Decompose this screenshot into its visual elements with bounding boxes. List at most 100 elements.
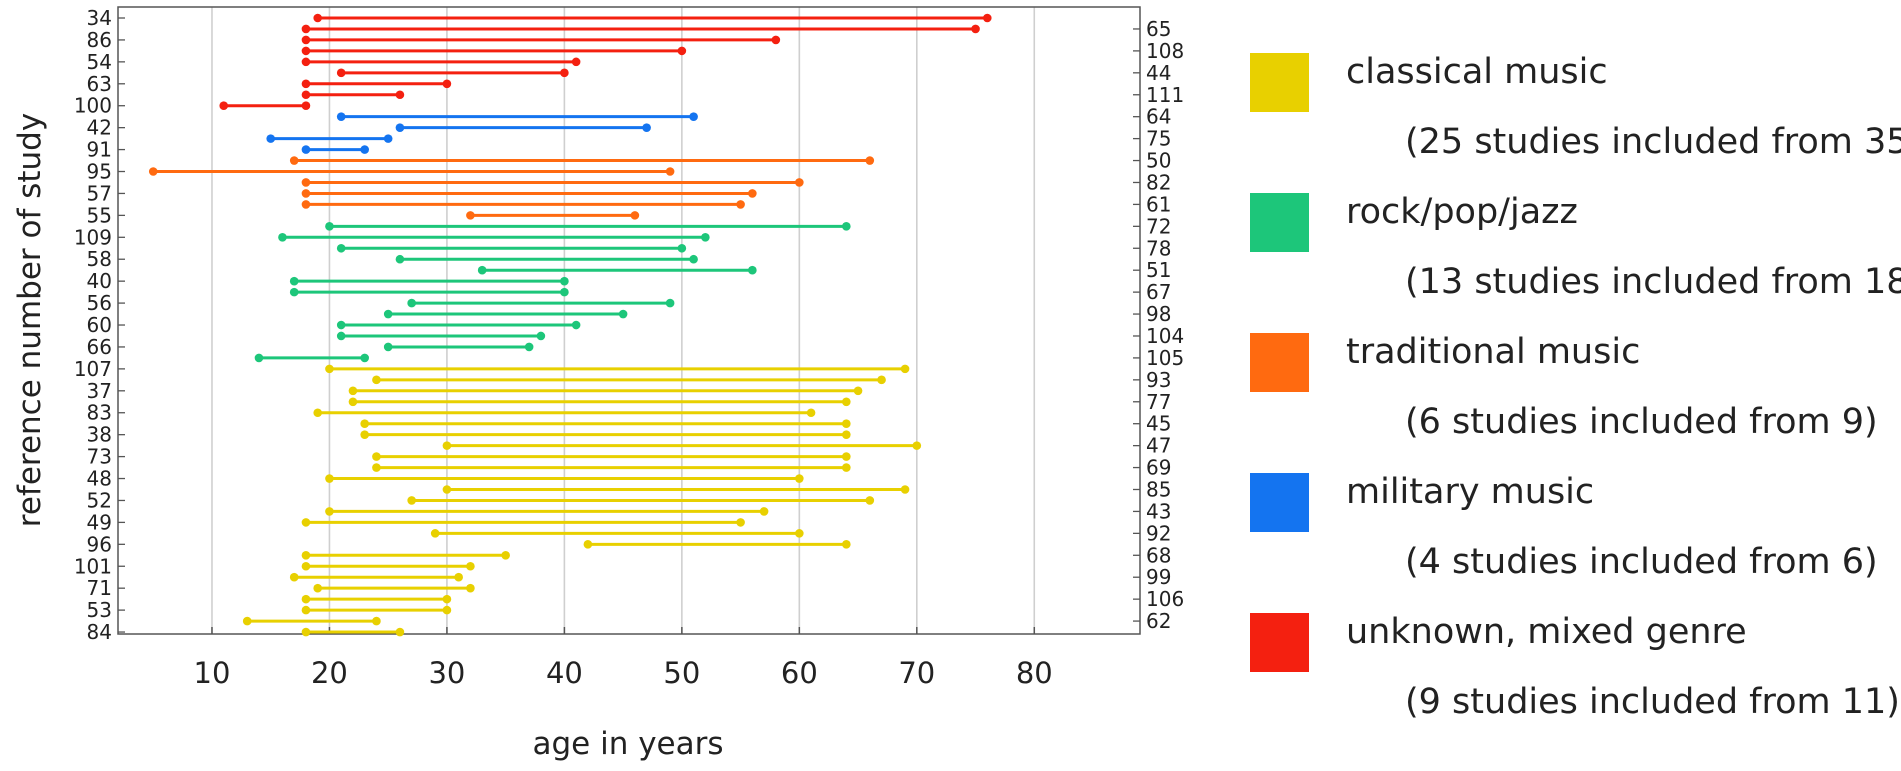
y-tick-label-61: 61 <box>1146 192 1171 216</box>
y-tick-label-91: 91 <box>87 138 112 162</box>
max-age-dot <box>372 616 381 626</box>
min-age-dot <box>301 79 311 89</box>
min-age-dot <box>313 13 323 23</box>
study-range-57 <box>301 189 757 198</box>
y-tick-label-64: 64 <box>1146 105 1171 129</box>
x-tick-label: 10 <box>194 656 231 690</box>
y-tick-label-92: 92 <box>1146 521 1171 545</box>
min-age-dot <box>266 134 276 143</box>
study-range-50 <box>289 156 875 165</box>
study-range-91 <box>301 145 369 154</box>
min-age-dot <box>289 156 299 165</box>
max-age-dot <box>360 353 369 363</box>
legend-count-military: (4 studies included from 6) <box>1405 542 1878 582</box>
y-tick-label-49: 49 <box>87 510 112 534</box>
min-age-dot <box>407 496 416 505</box>
y-tick-label-63: 63 <box>87 72 112 96</box>
legend-item-military: military music (4 studies included from … <box>1250 468 1890 608</box>
min-age-dot <box>348 386 358 396</box>
y-tick-label-54: 54 <box>87 50 112 74</box>
y-tick-labels: 34 65 86 108 54 44 63 111 100 64 42 75 91 50 95 82 57 61 5… <box>74 6 1184 644</box>
min-age-dot <box>278 233 287 242</box>
max-age-dot <box>501 550 510 560</box>
min-age-dot <box>148 167 158 176</box>
y-tick-label-43: 43 <box>1146 499 1171 523</box>
max-age-dot <box>842 463 851 472</box>
study-range-71 <box>313 583 475 593</box>
max-age-dot <box>395 627 405 637</box>
study-range-83 <box>313 408 816 418</box>
study-range-40 <box>289 276 569 286</box>
legend-swatch-unknown <box>1250 613 1309 672</box>
study-range-37 <box>348 386 863 396</box>
study-range-48 <box>325 474 804 483</box>
y-tick-label-42: 42 <box>87 116 112 140</box>
max-age-dot <box>912 441 922 450</box>
legend-item-unknown: unknown, mixed genre (9 studies included… <box>1250 608 1900 748</box>
y-tick-label-98: 98 <box>1146 302 1171 326</box>
y-tick-label-58: 58 <box>87 247 112 271</box>
study-range-93 <box>372 375 886 385</box>
max-age-dot <box>466 561 475 571</box>
max-age-dot <box>842 430 851 439</box>
max-age-dot <box>842 419 851 429</box>
y-tick-label-99: 99 <box>1146 565 1171 589</box>
max-age-dot <box>571 57 581 67</box>
min-age-dot <box>372 375 381 385</box>
max-age-dot <box>560 68 569 78</box>
legend-swatch-rock <box>1250 193 1309 252</box>
study-range-78 <box>336 243 687 253</box>
max-age-dot <box>466 583 475 593</box>
min-age-dot <box>301 57 311 67</box>
min-age-dot <box>289 287 299 297</box>
y-tick-label-62: 62 <box>1146 609 1171 633</box>
y-tick-label-78: 78 <box>1146 236 1171 260</box>
max-age-dot <box>982 13 992 23</box>
min-age-dot <box>301 46 311 56</box>
max-age-dot <box>442 594 452 604</box>
legend-count-rock: (13 studies included from 18) <box>1405 262 1901 302</box>
study-range-63 <box>301 79 452 89</box>
min-age-dot <box>325 507 334 516</box>
x-tick-label: 70 <box>898 656 935 690</box>
max-age-dot <box>618 309 628 319</box>
study-range-101 <box>301 561 475 571</box>
study-range-104 <box>336 331 546 341</box>
max-age-dot <box>689 254 698 264</box>
y-tick-label-84: 84 <box>87 620 112 644</box>
study-range-42 <box>395 123 651 132</box>
min-age-dot <box>301 145 311 154</box>
legend-swatch-traditional <box>1250 333 1309 392</box>
max-age-dot <box>748 265 757 275</box>
x-tick-label: 80 <box>1016 656 1053 690</box>
min-age-dot <box>442 485 452 494</box>
plot-frame <box>117 6 1141 635</box>
study-range-106 <box>301 594 452 604</box>
y-tick-label-65: 65 <box>1146 17 1171 41</box>
y-tick-label-57: 57 <box>87 181 112 205</box>
max-age-dot <box>865 496 875 505</box>
study-range-51 <box>477 265 757 275</box>
min-age-dot <box>372 463 381 472</box>
max-age-dot <box>795 474 804 483</box>
min-age-dot <box>301 189 311 198</box>
legend-label-military: military music <box>1346 472 1595 512</box>
max-age-dot <box>442 79 452 89</box>
y-tick-label-73: 73 <box>87 445 112 469</box>
y-tick-label-38: 38 <box>87 423 112 447</box>
max-age-dot <box>383 134 393 143</box>
study-range-69 <box>372 463 851 472</box>
max-age-dot <box>395 90 405 100</box>
max-age-dot <box>900 485 910 494</box>
study-range-85 <box>442 485 910 494</box>
y-tick-label-56: 56 <box>87 291 112 315</box>
min-age-dot <box>395 123 405 132</box>
min-age-dot <box>336 331 346 341</box>
study-range-96 <box>583 540 851 549</box>
min-age-dot <box>466 211 475 220</box>
min-age-dot <box>301 24 311 34</box>
study-ranges <box>148 13 992 637</box>
study-range-107 <box>325 364 910 374</box>
min-age-dot <box>289 276 299 286</box>
